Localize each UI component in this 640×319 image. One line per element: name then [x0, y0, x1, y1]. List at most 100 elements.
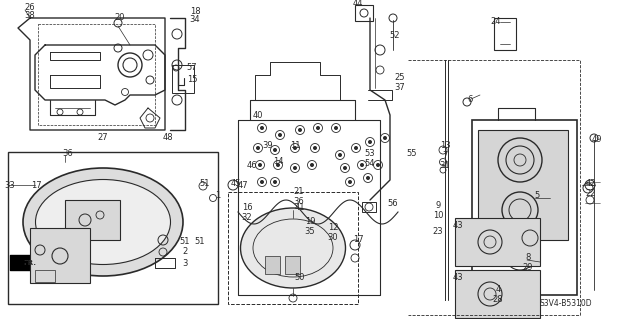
Circle shape [368, 140, 372, 144]
Circle shape [334, 126, 338, 130]
Circle shape [293, 166, 297, 170]
Text: 1: 1 [216, 191, 221, 201]
Text: 8: 8 [525, 253, 531, 262]
Text: 32: 32 [242, 213, 252, 222]
Text: 26: 26 [25, 4, 35, 12]
Text: 44: 44 [353, 0, 364, 9]
Ellipse shape [241, 208, 346, 288]
Text: 11: 11 [290, 142, 300, 151]
Circle shape [316, 126, 320, 130]
Bar [455, 218, 540, 266]
Text: 17: 17 [31, 181, 42, 189]
Text: 43: 43 [452, 221, 463, 231]
Text: 2: 2 [182, 248, 188, 256]
Text: 28: 28 [493, 295, 503, 305]
Text: 7: 7 [442, 152, 448, 160]
Text: 25: 25 [395, 73, 405, 83]
Text: 50: 50 [295, 273, 305, 283]
Text: 51: 51 [180, 238, 190, 247]
Circle shape [376, 163, 380, 167]
Circle shape [293, 146, 297, 150]
Text: 51: 51 [200, 180, 211, 189]
Text: 48: 48 [163, 132, 173, 142]
Text: 55: 55 [407, 149, 417, 158]
Text: 30: 30 [328, 233, 339, 241]
Text: 13: 13 [440, 142, 451, 151]
Circle shape [338, 153, 342, 157]
Bar [362, 202, 376, 212]
Text: 6: 6 [467, 94, 473, 103]
Bar [30, 228, 90, 283]
Text: 57: 57 [187, 63, 197, 72]
Circle shape [354, 146, 358, 150]
Circle shape [310, 163, 314, 167]
Bar [455, 270, 540, 318]
Bar [8, 152, 218, 304]
Text: S3V4-B5310D: S3V4-B5310D [540, 300, 593, 308]
Text: 15: 15 [187, 76, 197, 85]
Text: 24: 24 [491, 18, 501, 26]
Circle shape [256, 146, 260, 150]
Text: 35: 35 [305, 227, 316, 236]
Text: 19: 19 [305, 218, 316, 226]
Bar [265, 256, 280, 274]
Text: 52: 52 [390, 32, 400, 41]
Ellipse shape [35, 180, 170, 264]
Bar [228, 192, 358, 304]
Text: 33: 33 [4, 181, 15, 189]
Circle shape [298, 128, 302, 132]
Circle shape [276, 163, 280, 167]
Bar [65, 200, 120, 240]
Text: 12: 12 [328, 222, 339, 232]
Text: 36: 36 [63, 149, 74, 158]
Text: 10: 10 [433, 211, 444, 220]
Circle shape [366, 176, 370, 180]
Circle shape [313, 146, 317, 150]
Bar [172, 65, 194, 93]
Text: 4: 4 [495, 286, 500, 294]
Bar [478, 130, 568, 240]
Circle shape [260, 180, 264, 184]
Circle shape [258, 163, 262, 167]
Text: 14: 14 [273, 158, 284, 167]
Bar [285, 256, 300, 274]
Circle shape [343, 166, 347, 170]
Text: 20: 20 [115, 13, 125, 23]
Text: 51: 51 [195, 238, 205, 247]
Text: 46: 46 [246, 160, 257, 169]
Ellipse shape [23, 168, 183, 276]
Text: 3: 3 [182, 258, 188, 268]
Text: 54: 54 [365, 159, 375, 167]
Text: 45: 45 [231, 179, 241, 188]
Text: 16: 16 [242, 204, 252, 212]
Circle shape [360, 163, 364, 167]
Circle shape [383, 136, 387, 140]
Text: 31: 31 [440, 161, 451, 170]
Text: 9: 9 [435, 202, 440, 211]
Circle shape [278, 133, 282, 137]
Bar [355, 5, 373, 21]
Text: 53: 53 [365, 149, 375, 158]
Text: 34: 34 [189, 16, 200, 25]
Text: FR.: FR. [24, 260, 36, 266]
Text: 47: 47 [237, 181, 248, 189]
Text: 27: 27 [98, 132, 108, 142]
Text: 22: 22 [586, 189, 596, 197]
Circle shape [273, 148, 277, 152]
Text: 29: 29 [523, 263, 533, 271]
Bar [35, 270, 55, 282]
Text: 39: 39 [262, 142, 273, 151]
Text: 41: 41 [295, 204, 305, 212]
Text: 17: 17 [353, 235, 364, 244]
Text: 5: 5 [534, 191, 540, 201]
Circle shape [348, 180, 352, 184]
Text: 21: 21 [294, 188, 304, 197]
Text: 37: 37 [395, 84, 405, 93]
Text: 18: 18 [189, 8, 200, 17]
Text: 23: 23 [433, 226, 444, 235]
Bar [472, 120, 577, 295]
Text: 43: 43 [452, 272, 463, 281]
Text: 42: 42 [586, 179, 596, 188]
Text: 40: 40 [253, 110, 263, 120]
Text: 49: 49 [592, 136, 602, 145]
